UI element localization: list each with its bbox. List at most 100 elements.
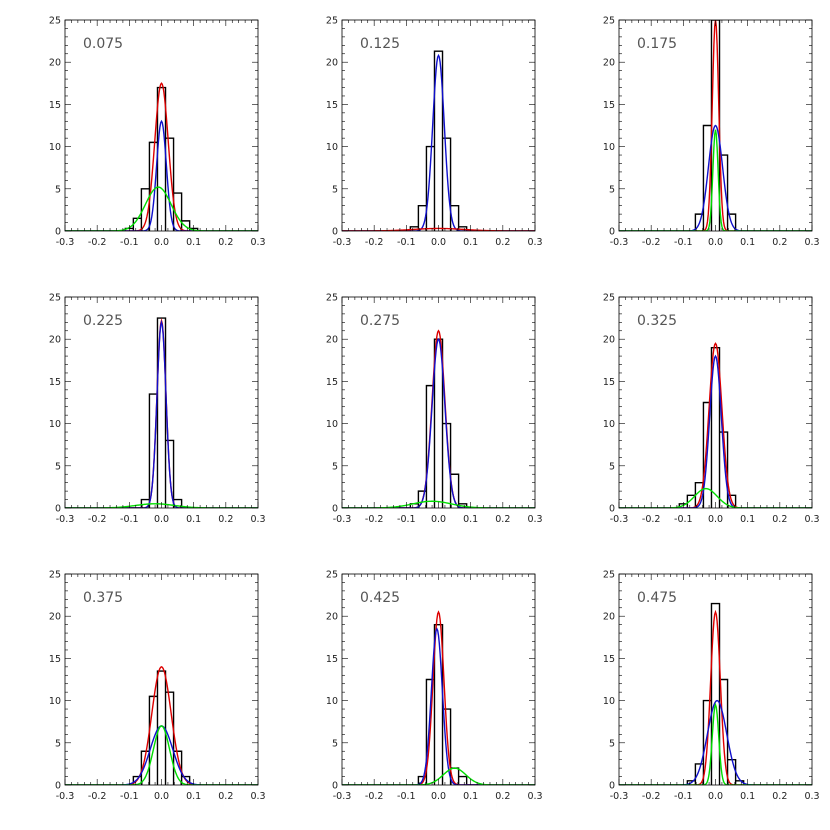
x-tick-label: -0.3 (56, 237, 75, 248)
x-tick-label: 0.1 (463, 514, 478, 525)
x-tick-label: 0.3 (527, 514, 542, 525)
fit-curve-red (65, 82, 258, 231)
fit-curve-blue (342, 627, 535, 785)
x-tick-label: -0.3 (56, 791, 75, 802)
tick-marks (618, 573, 813, 786)
y-tick-label: 5 (609, 461, 615, 472)
fit-curve-green (65, 725, 258, 785)
y-tick-label: 20 (603, 612, 615, 623)
histogram-steps (342, 50, 535, 231)
y-tick-label: 25 (49, 570, 61, 581)
x-tick-label: -0.3 (333, 514, 352, 525)
x-tick-label: 0.3 (804, 514, 819, 525)
plot-area (342, 610, 535, 785)
x-tick-label: -0.1 (674, 514, 693, 525)
fit-curve-blue (619, 699, 812, 785)
tick-marks (618, 296, 813, 509)
plot-area (619, 342, 812, 508)
y-tick-label: 25 (49, 293, 61, 304)
x-tick-label: -0.2 (642, 237, 661, 248)
x-tick-label: 0.2 (772, 791, 787, 802)
x-tick-label: 0.0 (431, 791, 446, 802)
y-tick-label: 10 (49, 696, 61, 707)
y-tick-label: 0 (609, 504, 615, 515)
x-tick-label: -0.3 (610, 237, 629, 248)
tick-marks (64, 19, 259, 232)
y-tick-label: 0 (55, 504, 61, 515)
tick-marks (64, 573, 259, 786)
x-tick-label: 0.2 (772, 514, 787, 525)
x-tick-label: -0.1 (674, 791, 693, 802)
histogram-steps (65, 86, 258, 231)
x-tick-label: -0.3 (333, 237, 352, 248)
plot-area (619, 20, 812, 231)
panel-3: -0.3 -0.2 -0.1 0.0 0.1 0.2 0.3 0 5 10 15 20 25 0.175 (603, 16, 820, 249)
x-tick-label: 0.3 (250, 237, 265, 248)
x-tick-label: 0.0 (708, 791, 723, 802)
fit-curve-green (342, 767, 535, 785)
histogram-steps (342, 623, 535, 785)
x-tick-label: 0.0 (708, 237, 723, 248)
y-tick-label: 0 (609, 781, 615, 792)
y-tick-label: 0 (55, 781, 61, 792)
x-tick-label: 0.1 (186, 237, 201, 248)
plot-area (619, 602, 812, 785)
histogram-steps (619, 346, 812, 508)
fit-curve-blue (342, 337, 535, 508)
x-tick-label: 0.2 (218, 514, 233, 525)
x-tick-label: 0.1 (186, 791, 201, 802)
panel-title: 0.175 (637, 36, 677, 52)
fit-curve-red (342, 329, 535, 508)
y-tick-label: 15 (326, 100, 338, 111)
plot-area (342, 329, 535, 508)
x-tick-label: -0.3 (56, 514, 75, 525)
x-tick-label: 0.2 (495, 237, 510, 248)
x-tick-label: -0.1 (120, 514, 139, 525)
x-tick-label: -0.2 (88, 791, 107, 802)
y-tick-label: 25 (49, 16, 61, 27)
y-tick-label: 10 (326, 696, 338, 707)
y-tick-label: 20 (49, 58, 61, 69)
x-tick-label: 0.2 (772, 237, 787, 248)
fit-curve-blue (619, 354, 812, 508)
y-tick-label: 10 (326, 142, 338, 153)
y-tick-label: 5 (332, 461, 338, 472)
x-tick-label: 0.0 (154, 237, 169, 248)
y-tick-label: 15 (326, 654, 338, 665)
panel-title: 0.275 (360, 313, 400, 329)
plot-area (65, 666, 258, 785)
y-tick-label: 0 (332, 227, 338, 238)
x-tick-label: -0.1 (397, 237, 416, 248)
y-tick-label: 25 (603, 16, 615, 27)
tick-marks (341, 573, 536, 786)
y-tick-label: 0 (55, 227, 61, 238)
x-tick-label: 0.3 (804, 791, 819, 802)
y-tick-label: 20 (326, 612, 338, 623)
y-tick-label: 5 (332, 184, 338, 195)
x-tick-label: -0.3 (333, 791, 352, 802)
fit-curve-green (619, 129, 812, 231)
fit-curve-green (65, 186, 258, 231)
y-tick-label: 10 (603, 696, 615, 707)
histogram-steps (619, 602, 812, 785)
fit-curve-red (619, 342, 812, 508)
x-tick-label: -0.2 (642, 514, 661, 525)
x-tick-label: -0.3 (610, 791, 629, 802)
y-tick-label: 5 (55, 461, 61, 472)
x-tick-label: 0.0 (431, 514, 446, 525)
y-tick-label: 10 (326, 419, 338, 430)
y-tick-label: 20 (326, 335, 338, 346)
panel-5: -0.3 -0.2 -0.1 0.0 0.1 0.2 0.3 0 5 10 15 20 25 0.275 (326, 293, 543, 526)
x-tick-label: 0.1 (740, 514, 755, 525)
y-tick-label: 25 (326, 293, 338, 304)
plot-area (65, 82, 258, 231)
x-tick-label: 0.2 (495, 514, 510, 525)
x-tick-label: 0.0 (431, 237, 446, 248)
panel-title: 0.425 (360, 590, 400, 606)
y-tick-label: 5 (332, 738, 338, 749)
fit-curve-blue (65, 725, 258, 785)
x-tick-label: 0.1 (186, 514, 201, 525)
fit-curve-red (619, 609, 812, 785)
y-tick-label: 15 (49, 100, 61, 111)
y-tick-label: 15 (603, 654, 615, 665)
